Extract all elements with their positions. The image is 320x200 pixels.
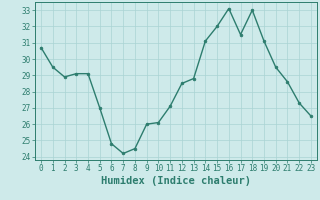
X-axis label: Humidex (Indice chaleur): Humidex (Indice chaleur)	[101, 176, 251, 186]
